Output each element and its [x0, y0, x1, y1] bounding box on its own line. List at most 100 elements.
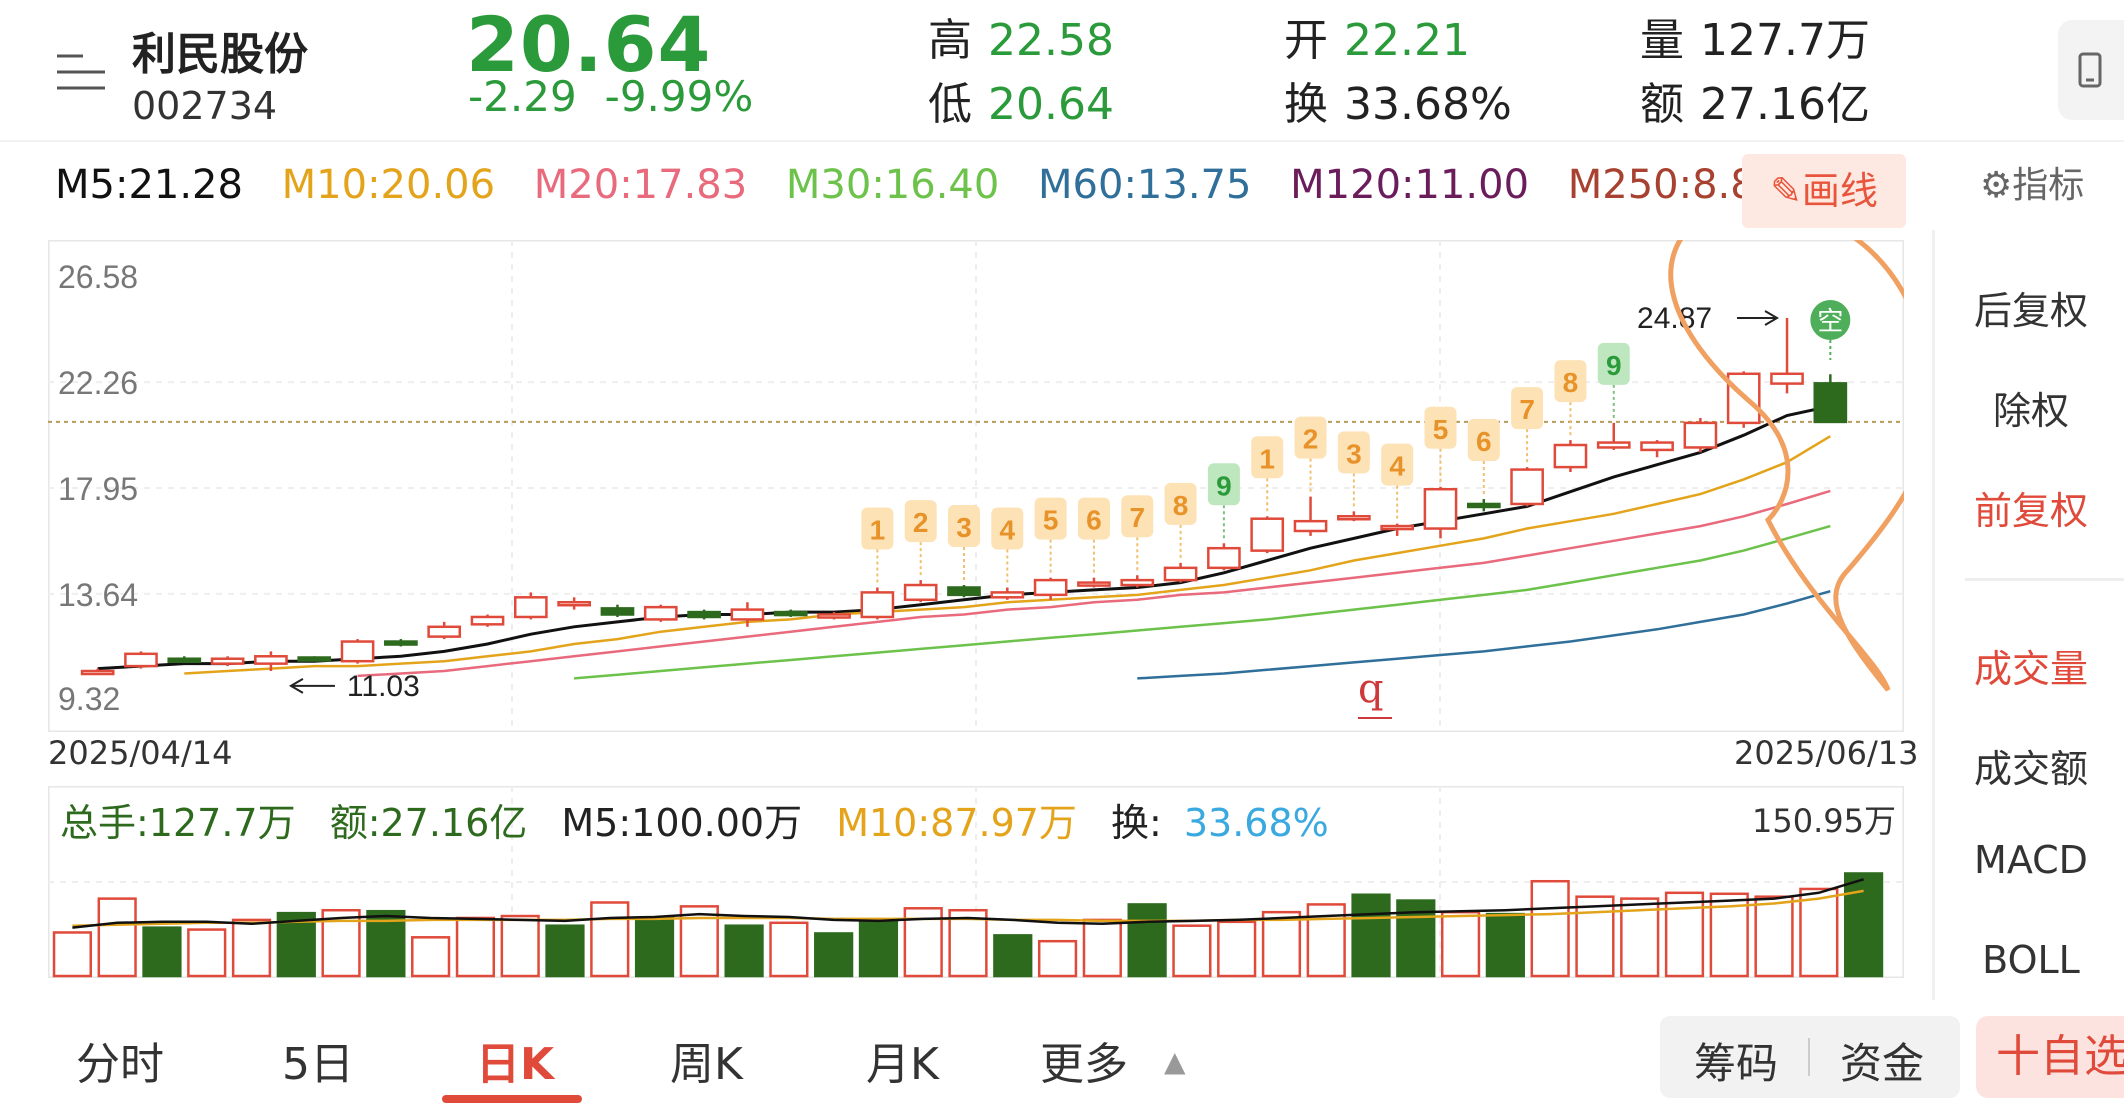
tab-monthly-k[interactable]: 月K: [866, 1039, 939, 1090]
sell-signal-badge: [1810, 300, 1851, 340]
volume-max-label: 150.95万: [1752, 802, 1896, 840]
vol-total-label: 总手:127.7万: [60, 801, 296, 845]
open-stat: 开 22.21: [1284, 15, 1470, 66]
nine-marker-number: 1: [1259, 443, 1275, 474]
nine-marker-number: 7: [1129, 502, 1145, 533]
add-watchlist-button[interactable]: 十自选: [1976, 1016, 2124, 1098]
candle-body: [817, 613, 851, 619]
rights-before-option[interactable]: 前复权: [1973, 489, 2088, 533]
volume-bar: [1440, 910, 1481, 978]
nine-marker-badge: [1121, 495, 1154, 538]
nine-marker-number: 3: [956, 512, 972, 543]
vol-m10-label: M10:87.97万: [836, 801, 1077, 845]
chips-funds-switch: 筹码 资金: [1660, 1016, 1960, 1098]
volume-bar: [97, 897, 137, 978]
volume-bar: [634, 916, 675, 978]
volume-bar: [1261, 910, 1302, 978]
sub-amount-option[interactable]: 成交额: [1973, 747, 2088, 791]
volume-bar: [187, 928, 227, 978]
volume-stat: 量 127.7万: [1640, 15, 1870, 66]
tab-more[interactable]: 更多 ▲: [1040, 1039, 1186, 1090]
candle-body: [1596, 441, 1631, 449]
nine-marker-number: 7: [1519, 394, 1535, 425]
candle-body: [297, 656, 332, 662]
nine-marker-badge: [1597, 342, 1630, 385]
max-arrowhead: [1764, 310, 1780, 326]
menu-button[interactable]: [55, 52, 107, 92]
nine-marker-badge: [861, 507, 894, 550]
volume-bar: [1530, 879, 1570, 978]
nine-marker-number: 9: [1606, 350, 1622, 381]
handwritten-mark: q: [1358, 666, 1384, 712]
volume-bar: [948, 908, 988, 978]
header-divider: [0, 140, 2124, 142]
tab-5day[interactable]: 5日: [282, 1039, 354, 1090]
rights-excluded-option[interactable]: 除权: [1992, 389, 2069, 433]
indicator-button[interactable]: ⚙指标: [1980, 165, 2085, 206]
turnover-stat: 换 33.68%: [1284, 79, 1512, 130]
candle-body: [1510, 468, 1544, 506]
sub-boll-option[interactable]: BOLL: [1982, 938, 2080, 982]
volume-bar: [1351, 893, 1391, 978]
volume-bar: [411, 936, 451, 978]
volume-bar: [455, 916, 496, 978]
ma-legend: M5:21.28 M10:20.06 M20:17.83 M30:16.40 M…: [55, 162, 1807, 208]
rights-after-option[interactable]: 后复权: [1973, 289, 2088, 333]
candle-body: [254, 655, 288, 665]
nine-marker-badge: [1337, 431, 1370, 474]
tab-daily-k[interactable]: 日K: [476, 1039, 555, 1090]
ma-line-m60: [1137, 589, 1831, 680]
volume-bar: [769, 921, 809, 978]
sell-signal-text: 空: [1817, 307, 1843, 337]
volume-bar: [545, 924, 585, 978]
candle-body: [1466, 502, 1501, 509]
candle-body: [1337, 515, 1371, 521]
candle-body: [1423, 487, 1458, 530]
draw-line-button[interactable]: ✎画线: [1742, 154, 1906, 228]
candle-body: [1683, 421, 1718, 449]
y-tick-label: 26.58: [58, 259, 138, 295]
candle-body: [210, 657, 245, 665]
candle-body: [1033, 578, 1068, 597]
volume-bar: [52, 931, 93, 978]
menu-lines-icon: [57, 54, 105, 90]
settings-circle-icon: ⚙: [1980, 165, 2013, 206]
nine-marker-badge: [1164, 482, 1197, 525]
candle-body: [773, 610, 808, 617]
funds-button[interactable]: 资金: [1840, 1039, 1925, 1088]
candle-body: [513, 596, 548, 619]
candle-body: [903, 583, 938, 602]
candle-body: [1726, 372, 1761, 425]
y-tick-label: 17.95: [58, 471, 138, 507]
chips-button[interactable]: 筹码: [1694, 1039, 1779, 1088]
nine-marker-number: 4: [1000, 514, 1016, 545]
candle-body: [1640, 441, 1674, 452]
change-amount: -2.29: [468, 72, 577, 121]
sub-macd-option[interactable]: MACD: [1974, 838, 2088, 882]
volume-ma5-line: [72, 878, 1864, 929]
vol-turnover-label: 换: 33.68%: [1111, 801, 1329, 845]
volume-chart[interactable]: [48, 786, 1904, 978]
candle-body: [1293, 519, 1328, 533]
landscape-toggle-button[interactable]: [2058, 20, 2124, 120]
vol-m5-label: M5:100.00万: [561, 801, 803, 845]
candle-body: [1120, 578, 1155, 587]
sub-volume-option[interactable]: 成交量: [1973, 647, 2088, 691]
tab-intraday[interactable]: 分时: [76, 1039, 164, 1090]
low-stat: 低 20.64: [928, 79, 1114, 130]
tab-weekly-k[interactable]: 周K: [670, 1039, 743, 1090]
nine-marker-badge: [1207, 463, 1240, 506]
ma-line-m20: [357, 489, 1831, 678]
volume-bar: [1082, 918, 1122, 978]
nine-marker-number: 8: [1563, 367, 1579, 398]
nine-marker-number: 5: [1433, 414, 1449, 445]
nine-marker-badge: [1251, 436, 1284, 479]
min-arrowhead: [288, 678, 304, 694]
candle-body: [1250, 517, 1285, 552]
volume-value: 127.7万: [1700, 15, 1870, 66]
candle-body: [990, 591, 1025, 599]
candle-body: [1770, 372, 1804, 385]
nine-marker-badge: [1424, 406, 1457, 449]
volume-bar: [231, 918, 272, 978]
